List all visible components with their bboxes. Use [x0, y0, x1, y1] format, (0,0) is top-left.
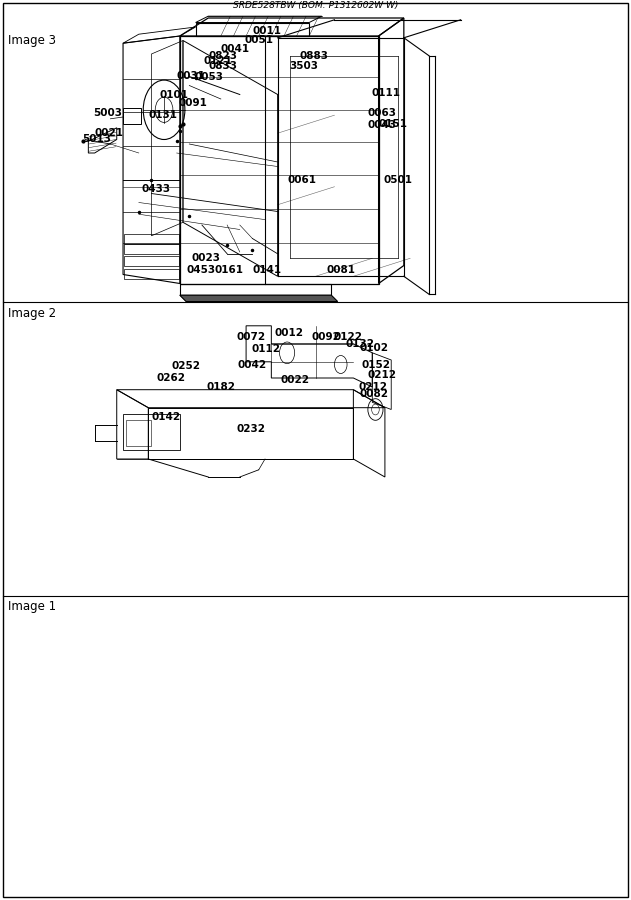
Text: 5013: 5013: [82, 134, 111, 145]
Text: 0053: 0053: [194, 72, 223, 83]
Text: 0022: 0022: [281, 374, 310, 385]
Text: 0092: 0092: [311, 332, 340, 343]
Text: 0252: 0252: [172, 361, 201, 372]
Text: 0833: 0833: [208, 60, 237, 71]
Text: 0142: 0142: [151, 411, 180, 422]
Text: 0082: 0082: [360, 389, 389, 400]
Text: 0121: 0121: [203, 56, 232, 67]
Text: 0132: 0132: [345, 338, 374, 349]
Bar: [123, 414, 180, 450]
Text: 0182: 0182: [206, 382, 235, 392]
Text: 0011: 0011: [252, 25, 281, 36]
Text: 0081: 0081: [327, 265, 356, 275]
Text: 0091: 0091: [179, 97, 208, 108]
Text: SRDE528TBW (BOM: P1312602W W): SRDE528TBW (BOM: P1312602W W): [233, 1, 398, 10]
Bar: [124, 244, 179, 254]
Text: 0111: 0111: [371, 87, 400, 98]
Text: 0161: 0161: [215, 265, 244, 275]
Bar: [124, 269, 179, 279]
Bar: [124, 234, 179, 244]
Text: 0102: 0102: [360, 343, 389, 354]
Text: 0051: 0051: [245, 34, 274, 45]
Text: Image 2: Image 2: [8, 307, 56, 320]
Text: 0021: 0021: [95, 128, 124, 139]
Text: 0141: 0141: [252, 265, 281, 275]
Text: 0043: 0043: [367, 120, 396, 130]
Text: 0262: 0262: [156, 373, 186, 383]
Text: 0112: 0112: [251, 344, 280, 355]
Bar: [124, 256, 179, 266]
Text: 0152: 0152: [362, 360, 391, 371]
Text: 0023: 0023: [191, 253, 220, 264]
Text: 0041: 0041: [221, 44, 250, 55]
Text: Image 3: Image 3: [8, 34, 56, 47]
Text: 0212: 0212: [367, 370, 396, 381]
Text: 0501: 0501: [383, 175, 412, 185]
Text: 0061: 0061: [287, 175, 316, 185]
Bar: [126, 420, 151, 446]
Text: 0883: 0883: [300, 50, 329, 61]
Text: 0131: 0131: [148, 110, 177, 121]
Text: 3503: 3503: [290, 60, 319, 71]
Text: Image 1: Image 1: [8, 600, 56, 614]
Text: 0063: 0063: [367, 107, 396, 118]
Text: 0453: 0453: [187, 265, 216, 275]
Text: 0012: 0012: [274, 328, 304, 338]
Text: 0072: 0072: [237, 332, 266, 343]
Text: 0151: 0151: [379, 119, 408, 130]
Text: 0031: 0031: [177, 70, 206, 81]
Polygon shape: [180, 295, 338, 302]
Text: 0212: 0212: [358, 382, 387, 392]
Text: 0101: 0101: [160, 89, 189, 100]
Text: 0823: 0823: [208, 50, 237, 61]
Text: 0042: 0042: [238, 359, 267, 370]
Text: 5003: 5003: [93, 107, 122, 118]
Text: 0232: 0232: [237, 424, 266, 435]
Text: 0122: 0122: [333, 332, 362, 343]
Bar: [123, 108, 141, 124]
Text: 0433: 0433: [142, 184, 171, 194]
